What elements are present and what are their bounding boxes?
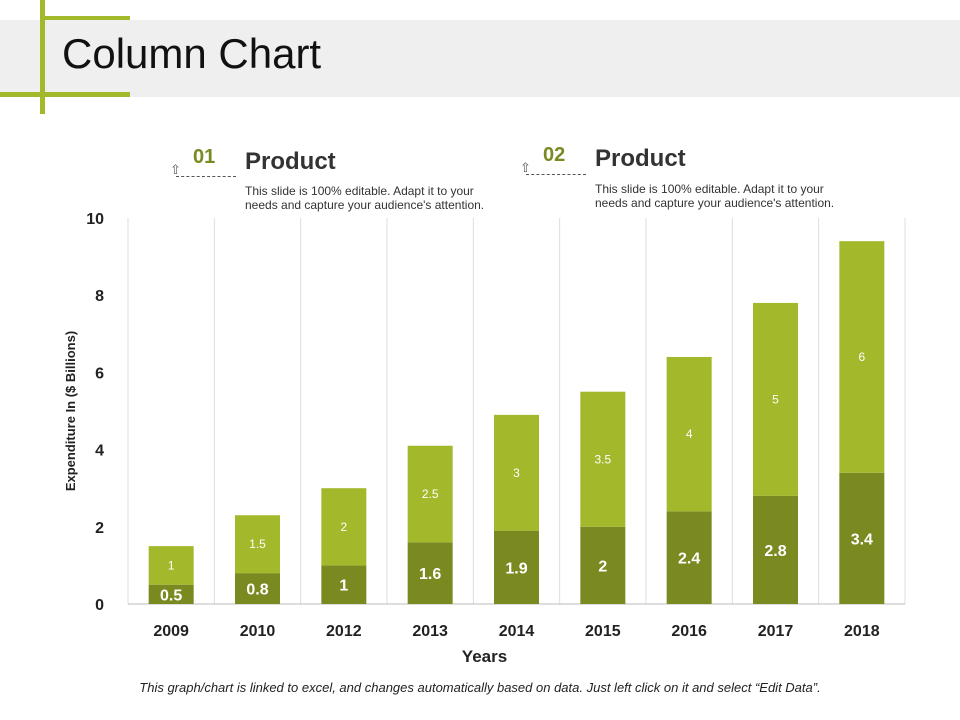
data-label: 0.8 bbox=[246, 582, 268, 599]
x-tick-label: 2016 bbox=[671, 623, 707, 640]
accent-line bbox=[40, 16, 130, 20]
y-tick-label: 0 bbox=[95, 597, 104, 614]
footer-note: This graph/chart is linked to excel, and… bbox=[139, 680, 821, 695]
bar-segment bbox=[839, 472, 885, 604]
bar-segment bbox=[666, 356, 712, 512]
dashed-line bbox=[526, 174, 586, 175]
data-label: 1.5 bbox=[249, 537, 266, 551]
y-tick-label: 4 bbox=[95, 443, 104, 460]
bar-segment bbox=[666, 511, 712, 604]
data-label: 3.4 bbox=[851, 531, 873, 548]
bar-segment bbox=[407, 445, 453, 543]
x-tick-label: 2014 bbox=[499, 623, 535, 640]
page-title: Column Chart bbox=[62, 30, 322, 77]
product-title: Product bbox=[245, 148, 336, 175]
x-tick-label: 2017 bbox=[758, 623, 794, 640]
data-label: 6 bbox=[858, 350, 865, 364]
dashed-line bbox=[176, 176, 236, 177]
y-tick-label: 10 bbox=[86, 211, 104, 228]
bar-segment bbox=[494, 530, 539, 604]
data-label: 2.4 bbox=[678, 551, 700, 568]
data-label: 2 bbox=[598, 558, 607, 575]
bar-segment bbox=[407, 542, 453, 604]
data-label: 5 bbox=[772, 392, 779, 406]
data-label: 3.5 bbox=[594, 452, 611, 466]
accent-line bbox=[40, 0, 45, 114]
product-number: 01 bbox=[193, 146, 216, 168]
bar-segment bbox=[580, 526, 626, 604]
data-label: 1.6 bbox=[419, 566, 441, 583]
data-label: 2.5 bbox=[422, 487, 439, 501]
bar-segment bbox=[580, 391, 626, 527]
bar-segment bbox=[839, 241, 885, 473]
data-label: 4 bbox=[686, 427, 693, 441]
product-number: 02 bbox=[543, 144, 566, 166]
arrow-up-icon: ⇧ bbox=[520, 160, 531, 175]
y-tick-label: 6 bbox=[95, 365, 104, 382]
bar-segment bbox=[148, 546, 194, 585]
bar-segment bbox=[753, 302, 798, 496]
bar-segment bbox=[235, 573, 280, 604]
bar-segment bbox=[321, 565, 367, 604]
x-tick-label: 2013 bbox=[412, 623, 448, 640]
x-tick-label: 2018 bbox=[844, 623, 880, 640]
product-description: This slide is 100% editable. Adapt it to… bbox=[595, 182, 835, 210]
bar-segment bbox=[235, 515, 280, 574]
accent-line bbox=[0, 92, 130, 97]
data-label: 2 bbox=[340, 520, 347, 534]
bar-segment bbox=[148, 584, 194, 604]
y-tick-label: 8 bbox=[95, 288, 104, 305]
title-band bbox=[0, 20, 960, 97]
x-tick-label: 2012 bbox=[326, 623, 362, 640]
bar-segment bbox=[753, 495, 798, 604]
data-label: 2.8 bbox=[764, 543, 786, 560]
data-label: 1.9 bbox=[505, 560, 527, 577]
y-axis-label: Expenditure In ($ Billions) bbox=[63, 331, 78, 491]
arrow-up-icon: ⇧ bbox=[170, 162, 181, 177]
x-tick-label: 2015 bbox=[585, 623, 621, 640]
x-tick-label: 2009 bbox=[153, 623, 189, 640]
data-label: 1 bbox=[168, 558, 175, 572]
bar-segment bbox=[494, 414, 539, 531]
y-tick-label: 2 bbox=[95, 520, 104, 537]
product-title: Product bbox=[595, 145, 686, 172]
bar-segment bbox=[321, 488, 367, 566]
data-label: 3 bbox=[513, 466, 520, 480]
x-axis-label: Years bbox=[462, 647, 507, 666]
x-tick-label: 2010 bbox=[240, 623, 276, 640]
product-description: This slide is 100% editable. Adapt it to… bbox=[245, 184, 485, 212]
data-label: 0.5 bbox=[160, 587, 182, 604]
data-label: 1 bbox=[339, 578, 348, 595]
